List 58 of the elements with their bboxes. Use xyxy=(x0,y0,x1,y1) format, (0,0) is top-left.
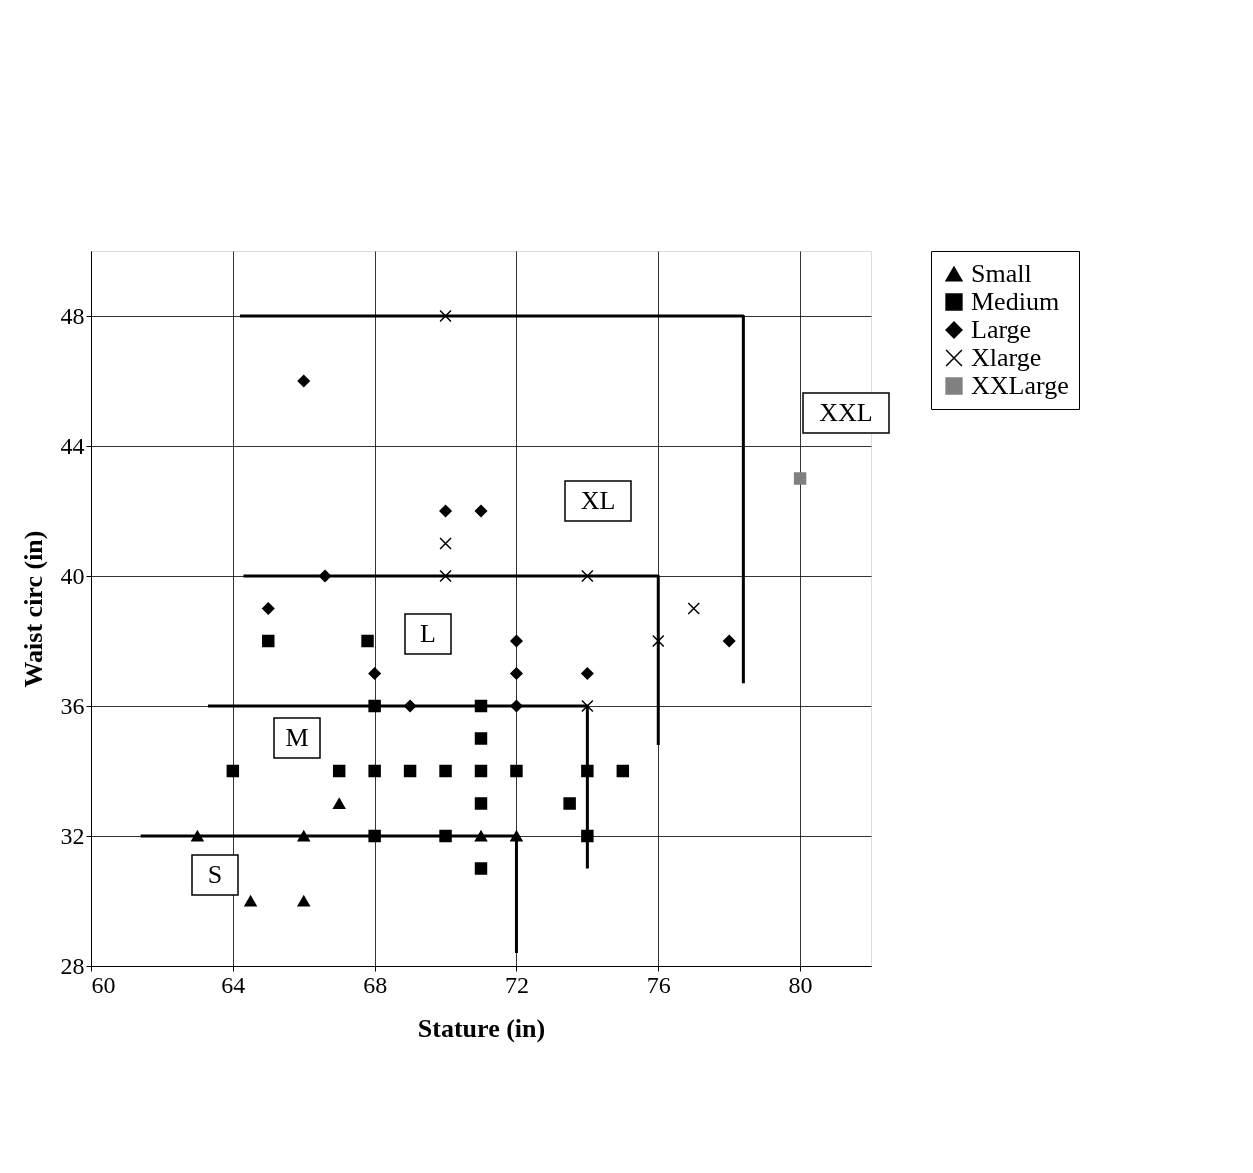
point xyxy=(581,569,594,583)
point xyxy=(474,732,488,745)
point xyxy=(297,374,310,388)
y-tick-label: 36 xyxy=(60,692,85,719)
point xyxy=(439,569,452,583)
x-tick-label: 72 xyxy=(504,971,529,998)
point xyxy=(439,309,452,323)
y-tick-label: 32 xyxy=(60,822,85,849)
point xyxy=(474,764,488,778)
point xyxy=(510,764,523,778)
point xyxy=(510,667,523,680)
point xyxy=(332,798,346,809)
legend-label: XXLarge xyxy=(971,371,1069,400)
x-tick-label: 60 xyxy=(91,971,116,998)
y-tick-label: 48 xyxy=(60,302,85,329)
legend-label: Small xyxy=(971,259,1032,288)
point xyxy=(474,797,488,810)
point xyxy=(226,764,240,778)
x-tick-label: 68 xyxy=(363,971,388,998)
point xyxy=(262,602,275,615)
x-tick-label: 64 xyxy=(221,971,246,998)
point xyxy=(652,634,665,648)
annotation: L xyxy=(420,619,436,648)
x-tick-label: 80 xyxy=(788,971,813,998)
y-tick-label: 28 xyxy=(60,952,85,979)
point xyxy=(581,667,594,680)
x-tick-label: 76 xyxy=(646,971,671,998)
point xyxy=(297,895,310,907)
x-axis-title: Stature (in) xyxy=(417,1013,546,1043)
point xyxy=(563,797,576,810)
point xyxy=(361,634,374,648)
legend-label: Medium xyxy=(971,287,1060,316)
point xyxy=(244,895,257,907)
annotation: XL xyxy=(580,486,616,515)
point xyxy=(403,764,417,778)
point xyxy=(439,764,452,778)
annotation: XXL xyxy=(819,398,873,427)
point xyxy=(510,634,523,648)
point xyxy=(722,634,736,648)
point xyxy=(793,472,807,485)
point xyxy=(368,764,381,778)
point xyxy=(368,667,381,680)
legend-label: Xlarge xyxy=(971,343,1042,372)
point xyxy=(687,602,700,615)
annotation: M xyxy=(285,723,309,752)
annotation: S xyxy=(207,860,223,889)
point xyxy=(332,764,346,778)
point xyxy=(616,764,630,778)
y-tick-label: 40 xyxy=(60,562,85,589)
point xyxy=(439,537,452,550)
y-tick-label: 44 xyxy=(60,432,85,459)
y-axis-title: Waist circ (in) xyxy=(18,530,48,688)
point xyxy=(474,504,488,518)
legend-label: Large xyxy=(971,315,1032,344)
point xyxy=(262,634,275,648)
point xyxy=(474,862,488,875)
point xyxy=(439,504,452,518)
point xyxy=(581,699,594,713)
